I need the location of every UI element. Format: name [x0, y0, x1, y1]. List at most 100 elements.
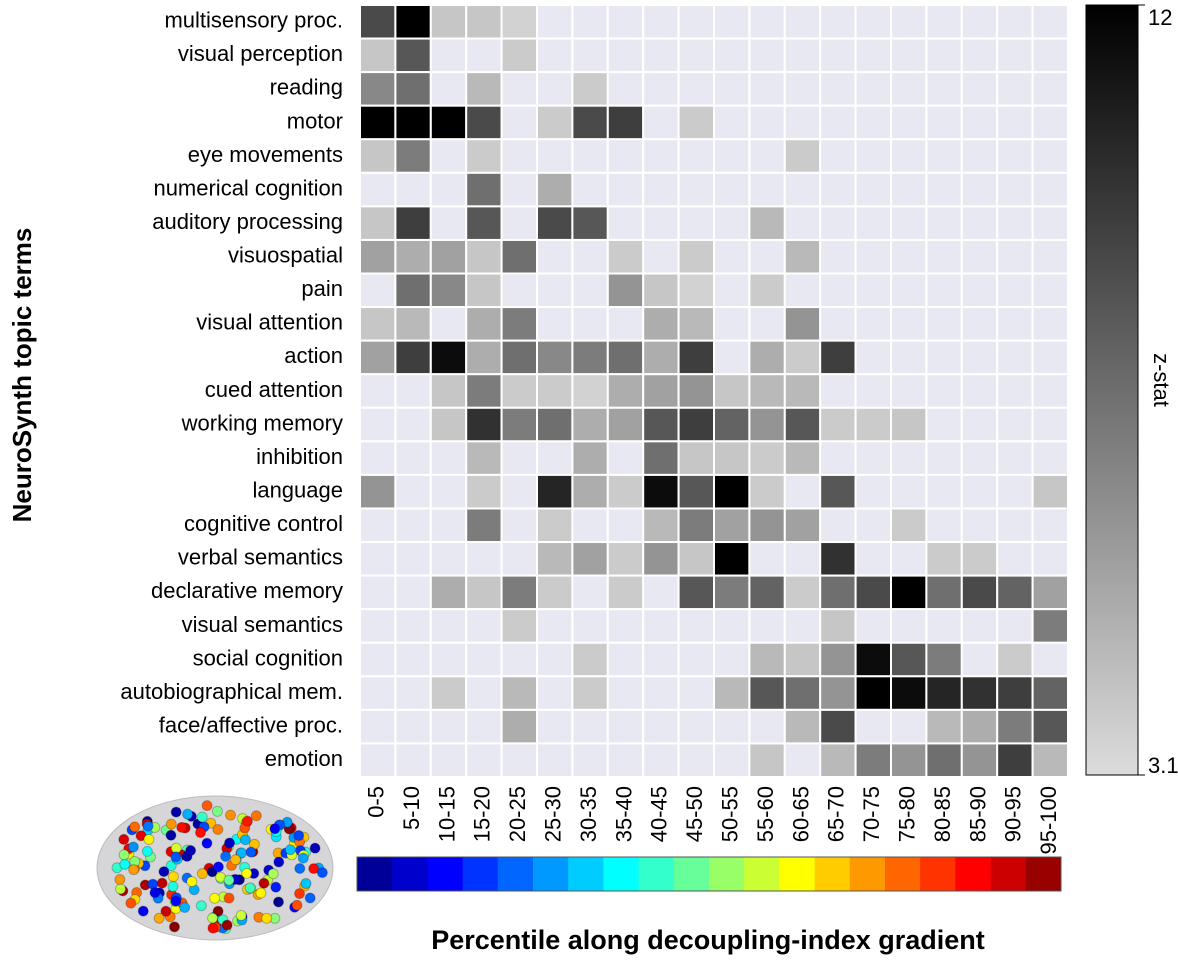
empty-cell	[643, 676, 678, 710]
cell	[572, 542, 607, 576]
empty-cell	[962, 274, 997, 308]
empty-cell	[785, 173, 820, 207]
row-label: inhibition	[256, 444, 343, 469]
empty-cell	[926, 173, 961, 207]
empty-cell	[856, 710, 891, 744]
cell	[679, 576, 714, 610]
empty-cell	[856, 5, 891, 39]
cell	[502, 307, 537, 341]
cell	[537, 173, 572, 207]
empty-cell	[466, 676, 501, 710]
empty-cell	[572, 240, 607, 274]
empty-cell	[962, 643, 997, 677]
empty-cell	[537, 274, 572, 308]
empty-cell	[891, 274, 926, 308]
empty-cell	[608, 206, 643, 240]
cell	[785, 374, 820, 408]
brain-node	[169, 922, 179, 932]
brain-node	[197, 812, 207, 822]
empty-cell	[820, 441, 855, 475]
empty-cell	[537, 139, 572, 173]
cell	[785, 710, 820, 744]
col-label: 75-80	[895, 786, 920, 842]
cell	[785, 576, 820, 610]
empty-cell	[785, 39, 820, 73]
empty-cell	[537, 72, 572, 106]
cell	[466, 72, 501, 106]
empty-cell	[431, 139, 466, 173]
empty-cell	[502, 72, 537, 106]
cell	[608, 542, 643, 576]
empty-cell	[856, 441, 891, 475]
empty-cell	[891, 307, 926, 341]
cell	[537, 206, 572, 240]
brain-node	[295, 864, 305, 874]
empty-cell	[360, 173, 395, 207]
brain-node	[295, 889, 305, 899]
gradient-segment	[357, 857, 393, 891]
empty-cell	[360, 743, 395, 777]
empty-cell	[926, 408, 961, 442]
empty-cell	[856, 307, 891, 341]
empty-cell	[962, 609, 997, 643]
cell	[856, 643, 891, 677]
cell	[395, 206, 430, 240]
empty-cell	[1033, 274, 1068, 308]
empty-cell	[997, 173, 1032, 207]
empty-cell	[431, 39, 466, 73]
empty-cell	[502, 475, 537, 509]
gradient-segment	[955, 857, 991, 891]
cell	[749, 441, 784, 475]
empty-cell	[820, 72, 855, 106]
empty-cell	[643, 609, 678, 643]
empty-cell	[502, 139, 537, 173]
empty-cell	[679, 39, 714, 73]
brain-node	[221, 851, 231, 861]
empty-cell	[926, 72, 961, 106]
empty-cell	[537, 609, 572, 643]
empty-cell	[608, 676, 643, 710]
empty-cell	[431, 710, 466, 744]
cell	[926, 710, 961, 744]
cell	[749, 206, 784, 240]
cell	[431, 240, 466, 274]
cell	[360, 139, 395, 173]
empty-cell	[1033, 643, 1068, 677]
empty-cell	[891, 542, 926, 576]
empty-cell	[431, 173, 466, 207]
col-label: 15-20	[470, 786, 495, 842]
empty-cell	[643, 710, 678, 744]
row-label: auditory processing	[152, 209, 343, 234]
empty-cell	[395, 408, 430, 442]
empty-cell	[962, 206, 997, 240]
empty-cell	[360, 408, 395, 442]
gradient-segment	[392, 857, 428, 891]
cell	[679, 341, 714, 375]
empty-cell	[962, 408, 997, 442]
cell	[926, 643, 961, 677]
empty-cell	[714, 106, 749, 140]
cell	[679, 240, 714, 274]
cell	[466, 508, 501, 542]
empty-cell	[749, 307, 784, 341]
cell	[820, 341, 855, 375]
empty-cell	[926, 206, 961, 240]
cell	[1033, 475, 1068, 509]
empty-cell	[856, 72, 891, 106]
brain-node	[168, 881, 178, 891]
brain-node	[256, 888, 266, 898]
cell	[643, 307, 678, 341]
empty-cell	[820, 106, 855, 140]
empty-cell	[679, 5, 714, 39]
cell	[502, 576, 537, 610]
row-label: language	[252, 478, 343, 503]
cell	[891, 676, 926, 710]
empty-cell	[926, 508, 961, 542]
cell	[926, 743, 961, 777]
empty-cell	[714, 341, 749, 375]
cell	[714, 542, 749, 576]
cell	[820, 710, 855, 744]
empty-cell	[431, 643, 466, 677]
cell	[820, 609, 855, 643]
cell	[891, 508, 926, 542]
